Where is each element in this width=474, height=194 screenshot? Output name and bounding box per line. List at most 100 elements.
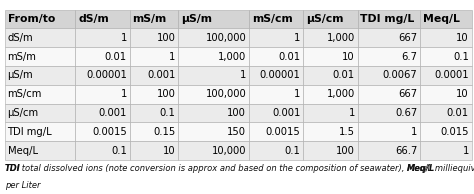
Text: 0.001: 0.001 [147,70,176,81]
Text: mS/m: mS/m [8,52,36,62]
Bar [420,29,472,47]
Bar [249,29,303,47]
Bar [357,141,420,160]
Bar [129,122,179,141]
Text: 100,000: 100,000 [205,33,246,43]
Text: μS/m: μS/m [8,70,33,81]
Bar [357,29,420,47]
Text: 0.015: 0.015 [440,127,469,137]
Text: 1,000: 1,000 [327,33,355,43]
Text: 667: 667 [398,89,417,99]
Text: 0.01: 0.01 [447,108,469,118]
Text: 100: 100 [336,146,355,156]
Text: 10: 10 [456,89,469,99]
Bar [249,47,303,66]
Bar [129,10,179,29]
Bar [179,10,249,29]
Text: 1: 1 [348,108,355,118]
Bar [420,10,472,29]
Bar [357,85,420,104]
Text: From/to: From/to [8,14,55,24]
Text: per Liter: per Liter [5,181,40,190]
Bar [179,47,249,66]
Text: Meq/L: Meq/L [423,14,460,24]
Text: TDI mg/L: TDI mg/L [8,127,52,137]
Bar [249,122,303,141]
Bar [179,104,249,122]
Text: 1: 1 [240,70,246,81]
Bar [420,47,472,66]
Bar [179,141,249,160]
Text: TDI mg/L: TDI mg/L [360,14,415,24]
Text: mS/cm: mS/cm [252,14,292,24]
Text: 10: 10 [163,146,176,156]
Bar [179,29,249,47]
Text: 1.5: 1.5 [339,127,355,137]
Text: 1: 1 [294,33,301,43]
Text: 150: 150 [227,127,246,137]
Bar [179,66,249,85]
Text: 0.0015: 0.0015 [266,127,301,137]
Text: 10: 10 [456,33,469,43]
Text: μS/cm: μS/cm [306,14,344,24]
Bar [129,29,179,47]
Bar [249,85,303,104]
Bar [5,141,75,160]
Bar [303,85,357,104]
Text: 66.7: 66.7 [395,146,417,156]
Text: 6.7: 6.7 [401,52,417,62]
Bar [75,10,129,29]
Text: 0.0015: 0.0015 [92,127,127,137]
Bar [129,141,179,160]
Bar [129,47,179,66]
Bar [75,85,129,104]
Bar [75,29,129,47]
Bar [420,66,472,85]
Bar [5,29,75,47]
Bar [75,122,129,141]
Bar [129,66,179,85]
Text: 0.00001: 0.00001 [260,70,301,81]
Bar [179,122,249,141]
Text: 1: 1 [169,52,176,62]
Bar [303,66,357,85]
Bar [75,141,129,160]
Bar [357,122,420,141]
Bar [420,85,472,104]
Text: dS/m: dS/m [8,33,33,43]
Bar [303,47,357,66]
Text: 1,000: 1,000 [327,89,355,99]
Bar [5,122,75,141]
Bar [357,10,420,29]
Bar [5,47,75,66]
Text: 0.01: 0.01 [278,52,301,62]
Text: mS/m: mS/m [132,14,167,24]
Text: 0.1: 0.1 [453,52,469,62]
Text: dS/m: dS/m [78,14,109,24]
Bar [75,104,129,122]
Text: 0.1: 0.1 [284,146,301,156]
Bar [129,104,179,122]
Text: Meq/L: Meq/L [407,164,435,173]
Text: 100,000: 100,000 [205,89,246,99]
Bar [129,85,179,104]
Text: 1: 1 [411,127,417,137]
Text: 10: 10 [342,52,355,62]
Bar [249,141,303,160]
Bar [249,66,303,85]
Text: 100: 100 [157,33,176,43]
Text: μS/m: μS/m [182,14,212,24]
Text: 0.01: 0.01 [333,70,355,81]
Bar [420,104,472,122]
Text: 0.15: 0.15 [154,127,176,137]
Bar [75,47,129,66]
Bar [5,104,75,122]
Bar [303,29,357,47]
Bar [179,85,249,104]
Text: 0.67: 0.67 [395,108,417,118]
Text: mS/cm: mS/cm [8,89,42,99]
Bar [5,85,75,104]
Text: 667: 667 [398,33,417,43]
Bar [357,47,420,66]
Text: TDI total dissolved ions (note conversion is approx and based on the composition: TDI total dissolved ions (note conversio… [5,164,474,173]
